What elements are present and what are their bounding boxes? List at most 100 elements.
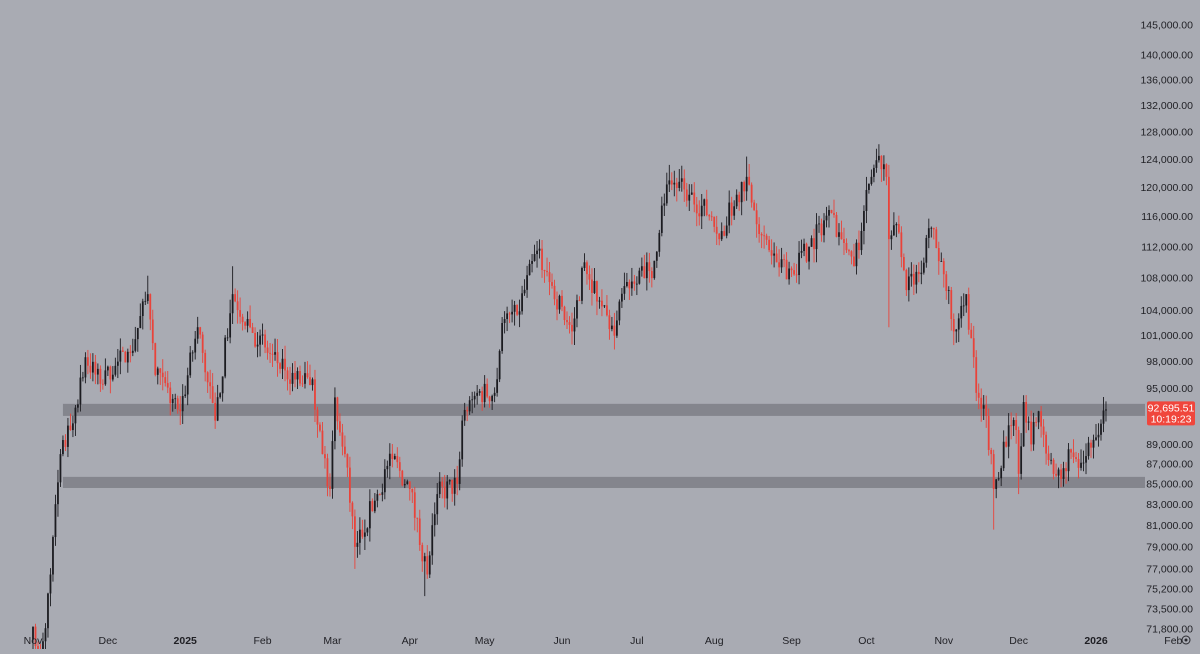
candle [126,348,129,373]
candle [62,435,64,457]
last-price-value: 92,695.51 [1148,402,1195,414]
candle [865,176,868,224]
candle [690,184,693,195]
candle [69,413,72,431]
candle [294,360,296,388]
candle [1077,453,1080,479]
candle [538,239,541,259]
candle [700,193,703,229]
candle [324,446,326,469]
candle [1105,401,1107,422]
price-tick-label: 124,000.00 [1140,154,1193,166]
candle [1037,410,1040,430]
candle [254,327,256,348]
candle [895,222,898,238]
candle [423,552,426,597]
candle [266,340,269,360]
time-axis[interactable]: Nov Dec 2025 Feb Mar Apr May Jun Jul Aug Sep Oct Nov… [24,635,1183,647]
price-tick-label: 98,000.00 [1146,356,1193,368]
candle [179,396,182,426]
candle [980,388,983,422]
candle [99,365,102,392]
candle [393,453,396,460]
time-tick-label: Apr [402,635,419,647]
candle [1057,467,1060,489]
candle [598,296,601,309]
candle [331,430,334,499]
candle [765,233,768,246]
candle [373,493,376,514]
price-tick-label: 108,000.00 [1140,273,1193,285]
candle [785,252,788,280]
candle [885,163,888,186]
candle [521,285,523,315]
candle [186,367,189,406]
candle [246,311,249,333]
candle [164,371,167,387]
price-axis[interactable]: 145,000.00 140,000.00 136,000.00 132,000.00… [1140,19,1193,635]
candle [134,326,137,353]
chart-settings-icon[interactable] [1181,635,1191,645]
candle [703,198,706,217]
candle [458,451,461,491]
candle [715,215,718,246]
candle [718,232,721,246]
candle [199,326,202,339]
candle [578,296,581,302]
price-tick-label: 73,500.00 [1146,603,1193,615]
candle [773,242,776,268]
candle [833,199,835,218]
candle [176,395,179,414]
candle [688,184,691,211]
candle [456,465,459,496]
candle [1072,439,1075,464]
candle [576,294,578,328]
candle [461,415,464,467]
candle [810,235,813,247]
candle [116,349,119,379]
candle [795,263,798,283]
candle [940,252,943,262]
candle [388,443,391,480]
candle [982,395,985,421]
candle [106,365,109,377]
candle [1097,423,1100,447]
candle [848,248,850,256]
candle [950,286,953,331]
candle [596,280,598,316]
candle [376,489,379,508]
candle [96,363,99,385]
candle [261,323,264,345]
candle [516,304,518,317]
candle [663,193,666,216]
candle [443,474,446,508]
candle [1007,413,1010,459]
candle [49,568,52,607]
price-tick-label: 140,000.00 [1140,50,1193,62]
candle [863,205,865,245]
price-tick-label: 120,000.00 [1140,182,1193,194]
candle [630,267,633,296]
candle [962,293,965,317]
candle [945,271,948,300]
candle [86,349,89,375]
candle [418,509,421,551]
candle [398,456,401,478]
candle [321,422,324,455]
candle [251,322,254,334]
candle [436,482,439,525]
candle [1005,436,1008,448]
candle [1040,405,1043,438]
candle [1027,416,1030,431]
candle [301,375,304,388]
candle [329,473,331,497]
candle [476,385,479,405]
candle [601,289,603,317]
candle [196,316,199,344]
candle [32,626,34,653]
candle [378,493,381,496]
candle [136,327,139,352]
candle [381,483,384,502]
